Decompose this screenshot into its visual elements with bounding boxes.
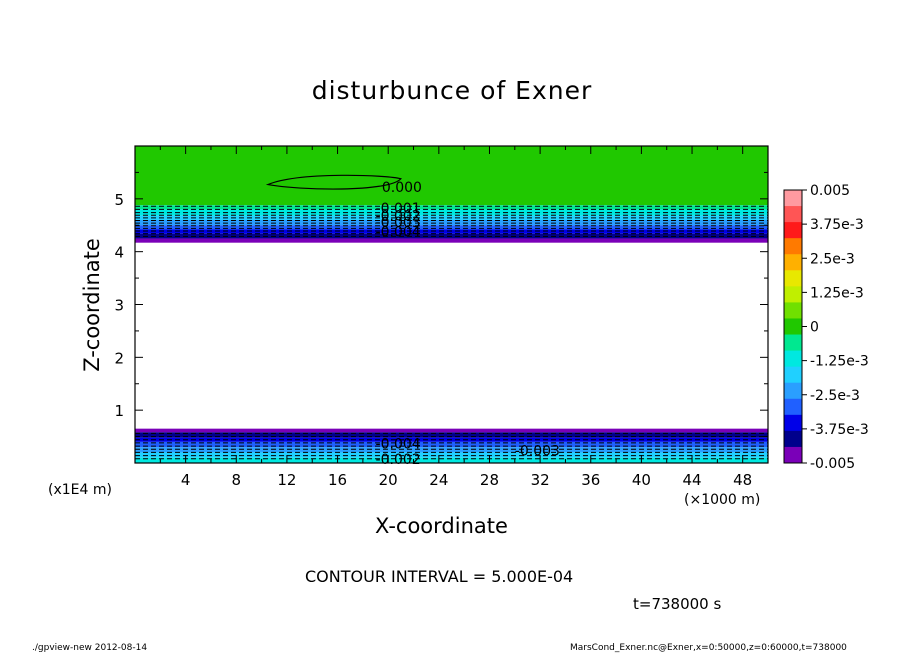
x-tick-label: 36 xyxy=(581,471,600,489)
colorbar-swatch xyxy=(784,318,802,336)
field-upper-band xyxy=(135,225,768,230)
x-tick-label: 40 xyxy=(632,471,651,489)
x-scale-label: (×1000 m) xyxy=(684,492,761,508)
colorbar-swatch xyxy=(784,350,802,368)
time-label: t=738000 s xyxy=(633,595,722,613)
colorbar-swatch xyxy=(784,446,802,464)
contour-label: -0.004 xyxy=(376,436,421,452)
colorbar-tick-label: -3.75e-3 xyxy=(810,422,869,438)
contour-label: -0.002 xyxy=(376,452,421,468)
field-lower-band xyxy=(135,457,768,463)
colorbar: 0.005 3.75e-3 2.5e-3 1.25e-3 0 -1.25e-3 -2.5e-… xyxy=(783,183,869,472)
contour-lines xyxy=(135,174,768,460)
colorbar-swatch xyxy=(784,206,802,223)
contour-labels: 0.000-0.001-0.002-0.003-0.004-0.004 -0.00… xyxy=(376,180,560,468)
contour-label: -0.004 xyxy=(376,225,421,241)
x-tick-label: 28 xyxy=(480,471,499,489)
field-lower-band xyxy=(135,432,768,438)
contour-label: -0.003 xyxy=(515,443,560,459)
field-lower-band xyxy=(135,441,768,448)
colorbar-tick-label: -2.5e-3 xyxy=(810,388,860,404)
field-upper-band xyxy=(135,229,768,234)
contour-line-zero xyxy=(265,174,402,190)
y-tick-label: 2 xyxy=(114,349,124,367)
colorbar-swatch xyxy=(784,334,802,352)
field-upper-band xyxy=(135,238,768,243)
colorbar-tick-label: -0.005 xyxy=(810,456,855,472)
y-tick-label: 4 xyxy=(114,244,124,262)
colorbar-swatch xyxy=(784,190,802,207)
colorbar-swatch xyxy=(784,366,802,384)
colorbar-tick-label: -1.25e-3 xyxy=(810,354,869,370)
colorbar-swatch xyxy=(784,238,802,255)
colorbar-swatch xyxy=(784,414,802,432)
colorbar-swatch xyxy=(784,286,802,303)
colorbar-tick-label: 1.25e-3 xyxy=(810,285,864,301)
x-tick-label: 12 xyxy=(277,471,296,489)
colorbar-swatch xyxy=(784,270,802,287)
colorbar-swatch xyxy=(784,398,802,416)
colorbar-tick-label: 2.5e-3 xyxy=(810,251,855,267)
contour-interval: CONTOUR INTERVAL = 5.000E-04 xyxy=(305,567,574,586)
y-tick-label: 5 xyxy=(114,191,124,209)
colorbar-swatch xyxy=(784,254,802,271)
contour-label: -0.001 xyxy=(376,201,421,217)
colorbar-tick-label: 3.75e-3 xyxy=(810,217,864,233)
colorbar-swatch xyxy=(784,222,802,239)
contour-label: 0.000 xyxy=(382,180,422,196)
footer-right: MarsCond_Exner.nc@Exner,x=0:50000,z=0:60… xyxy=(570,643,847,653)
contour-field xyxy=(135,146,768,463)
x-tick-label: 20 xyxy=(379,471,398,489)
colorbar-tick-label: 0.005 xyxy=(810,183,850,199)
x-tick-label: 8 xyxy=(232,471,242,489)
contour-label: -0.003 xyxy=(376,215,421,231)
x-tick-label: 16 xyxy=(328,471,347,489)
x-tick-label: 44 xyxy=(682,471,701,489)
colorbar-swatch xyxy=(784,382,802,400)
x-axis-label: X-coordinate xyxy=(375,514,508,538)
field-lower-band xyxy=(135,447,768,453)
x-tick-label: 4 xyxy=(181,471,191,489)
colorbar-swatch xyxy=(784,302,802,319)
y-axis: 1 2 3 4 5 xyxy=(114,171,768,464)
y-scale-label: (x1E4 m) xyxy=(48,482,112,498)
x-axis: 4 8 12 16 20 24 28 32 36 40 44 48 xyxy=(134,146,769,489)
colorbar-tick-label: 0 xyxy=(810,320,819,336)
y-tick-label: 1 xyxy=(114,402,124,420)
chart-title: disturbunce of Exner xyxy=(311,76,593,105)
y-tick-label: 3 xyxy=(114,297,124,315)
field-upper-band xyxy=(135,219,768,226)
footer-left: ./gpview-new 2012-08-14 xyxy=(32,643,148,653)
field-upper-green xyxy=(135,146,768,206)
field-upper-band xyxy=(135,205,768,210)
x-tick-label: 24 xyxy=(429,471,448,489)
field-lower-band xyxy=(135,452,768,458)
colorbar-swatch xyxy=(784,430,802,448)
contour-label: -0.002 xyxy=(376,209,421,225)
y-axis-label: Z-coordinate xyxy=(80,238,104,372)
x-tick-label: 48 xyxy=(733,471,752,489)
field-lower-band xyxy=(135,428,768,433)
x-tick-label: 32 xyxy=(531,471,550,489)
